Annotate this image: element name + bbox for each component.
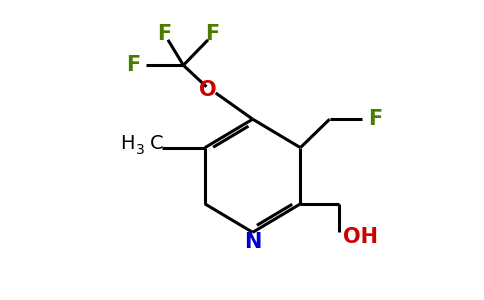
Text: O: O (199, 80, 217, 100)
Text: 3: 3 (136, 143, 145, 157)
Text: F: F (126, 55, 140, 75)
Text: OH: OH (343, 227, 378, 247)
Text: N: N (244, 232, 261, 252)
Text: C: C (150, 134, 164, 153)
Text: H: H (121, 134, 135, 153)
Text: F: F (157, 24, 171, 44)
Text: F: F (368, 109, 382, 129)
Text: F: F (205, 24, 219, 44)
